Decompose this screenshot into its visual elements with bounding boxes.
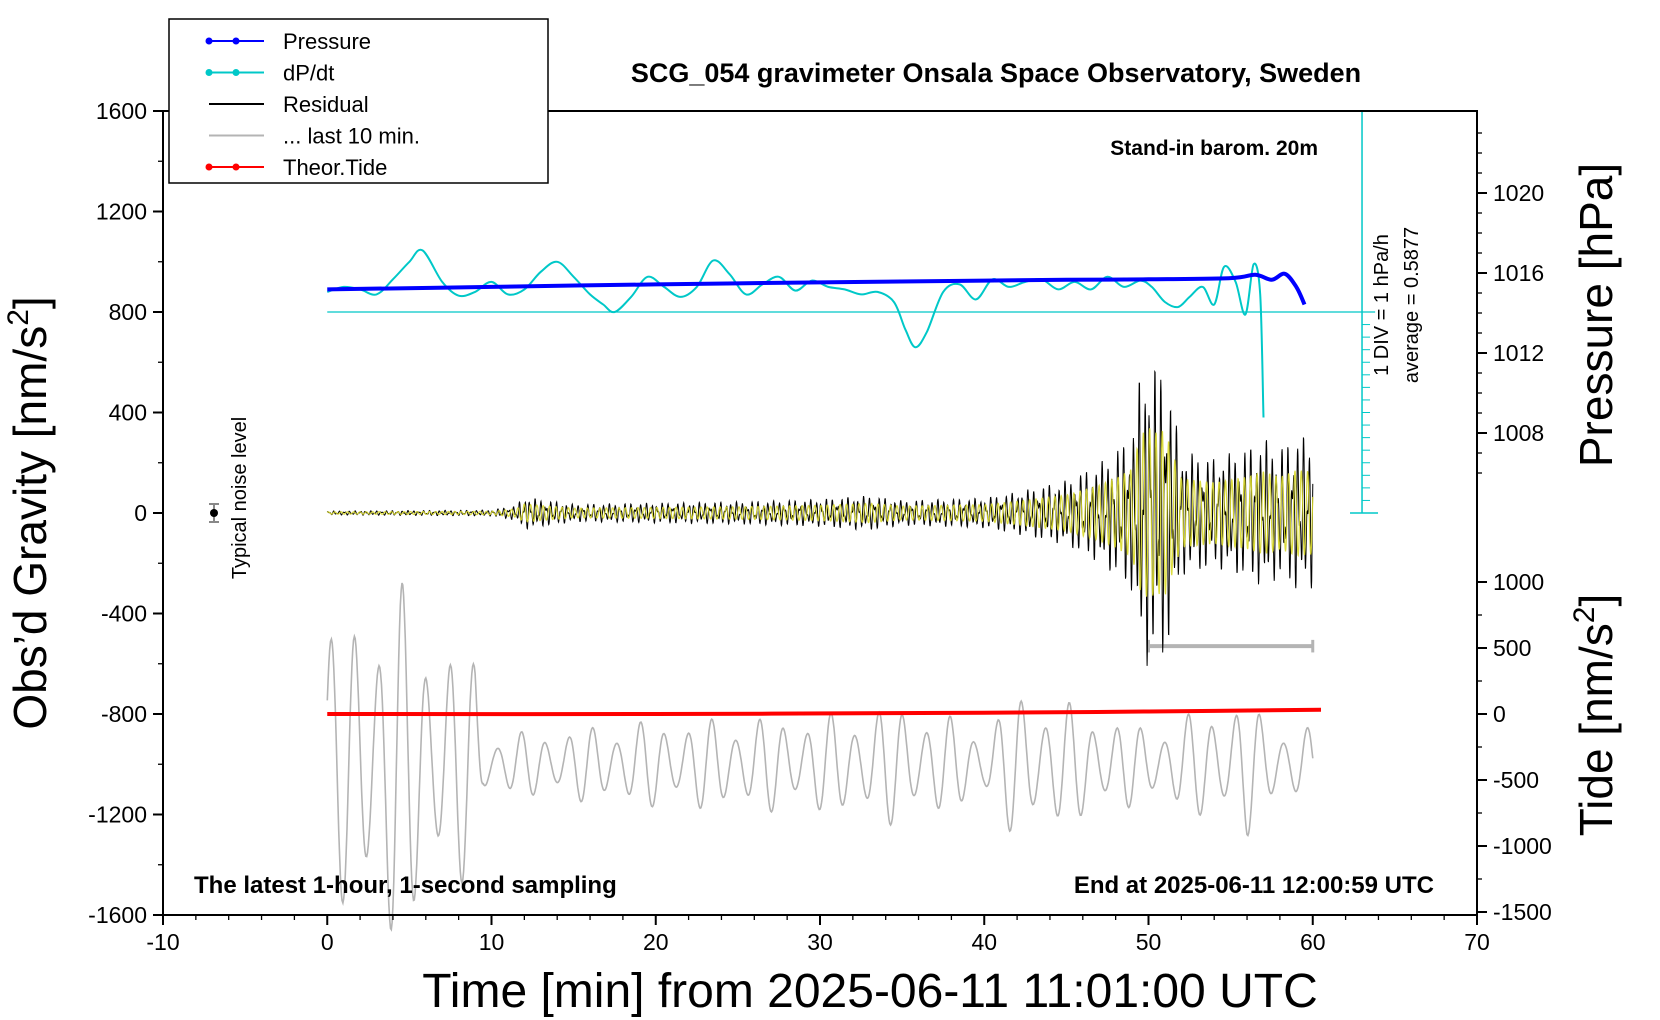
y-left-tick-label: -1600 — [88, 902, 147, 928]
legend-label: ... last 10 min. — [283, 124, 420, 149]
dpdt-scale-bar — [1350, 111, 1379, 514]
y-left-tick-label: -800 — [101, 701, 147, 727]
standin-barometer-note: Stand-in barom. 20m — [1110, 137, 1318, 160]
chart-title: SCG_054 gravimeter Onsala Space Observat… — [631, 58, 1361, 88]
x-tick-label: -10 — [146, 929, 179, 955]
legend-item: ... last 10 min. — [209, 124, 420, 149]
legend-label: Residual — [283, 92, 369, 117]
legend-label: Pressure — [283, 29, 371, 54]
series-theor-tide-line — [327, 707, 1322, 717]
legend-marker — [205, 69, 213, 76]
y-left-tick-label: 1600 — [96, 98, 147, 124]
series-dpdt-line — [326, 248, 1265, 418]
x-axis-label: Time [min] from 2025-06-11 11:01:00 UTC — [422, 965, 1317, 1018]
axis-layer: -10 0 10 20 30 40 50 60 70-1600-1200-800-4000400… — [88, 98, 1552, 955]
legend-label: Theor.Tide — [283, 155, 387, 180]
left-axis-label: Obs’d Gravity [nm/s2] — [2, 296, 56, 729]
last-10-min-range-bar — [1147, 639, 1315, 653]
latest-hour-note: The latest 1-hour, 1-second sampling — [194, 872, 617, 899]
tide-axis-label-text: Tide [nm/s — [1570, 623, 1622, 836]
y-left-tick-label: -400 — [101, 601, 147, 627]
legend: Pressure dP/dt Residual ... last 10 min. The… — [168, 18, 549, 184]
div-scale-label: 1 DIV = 1 hPa/h — [1371, 234, 1393, 376]
tide-tick-label: 0 — [1493, 701, 1506, 727]
legend-item: Residual — [209, 92, 369, 117]
series-layer — [326, 111, 1379, 932]
tide-tick-label: -500 — [1493, 767, 1539, 793]
y-left-tick-label: 800 — [109, 299, 147, 325]
legend-box — [168, 18, 549, 184]
legend-marker — [232, 37, 240, 45]
legend-label: dP/dt — [283, 61, 334, 86]
pressure-tick-label: 1020 — [1493, 180, 1544, 206]
pressure-tick-label: 1012 — [1493, 340, 1544, 366]
x-tick-label: 30 — [807, 929, 833, 955]
tide-tick-label: -1000 — [1493, 833, 1552, 859]
legend-item: Pressure — [205, 29, 371, 54]
legend-item: Theor.Tide — [205, 155, 387, 180]
series-last-10-min-line — [326, 582, 1314, 932]
tide-axis-label: Tide [nm/s2] — [1568, 594, 1622, 837]
y-left-tick-label: 400 — [109, 400, 147, 426]
tide-tick-label: -1500 — [1493, 899, 1552, 925]
legend-marker — [205, 37, 213, 45]
tide-tick-label: 500 — [1493, 635, 1531, 661]
left-axis-label-close: ] — [4, 296, 56, 309]
legend-items: Pressure dP/dt Residual ... last 10 min. The… — [205, 29, 420, 180]
average-label: average = 0.5877 — [1401, 227, 1423, 383]
x-tick-label: 50 — [1136, 929, 1162, 955]
pressure-axis-label: Pressure [hPa] — [1570, 163, 1622, 467]
tide-axis-label-sup: 2 — [1568, 607, 1601, 624]
x-tick-label: 40 — [971, 929, 997, 955]
legend-marker — [232, 163, 240, 171]
end-time-note: End at 2025-06-11 12:00:59 UTC — [1074, 872, 1434, 899]
left-axis-label-sup: 2 — [2, 309, 35, 326]
x-tick-label: 70 — [1464, 929, 1490, 955]
noise-level-marker — [209, 503, 219, 523]
y-left-tick-label: -1200 — [88, 802, 147, 828]
left-axis-label-text: Obs’d Gravity [nm/s — [4, 326, 56, 730]
legend-marker — [232, 69, 240, 76]
y-left-tick-label: 0 — [134, 500, 147, 526]
x-tick-label: 60 — [1300, 929, 1326, 955]
pressure-tick-label: 1016 — [1493, 260, 1544, 286]
y-left-tick-label: 1200 — [96, 199, 147, 225]
pressure-tick-label: 1008 — [1493, 420, 1544, 446]
series-pressure-line — [327, 271, 1307, 306]
legend-marker — [205, 163, 213, 171]
tide-tick-label: 1000 — [1493, 569, 1544, 595]
x-tick-label: 0 — [321, 929, 334, 955]
x-tick-label: 10 — [479, 929, 505, 955]
legend-item: dP/dt — [205, 61, 334, 86]
x-tick-label: 20 — [643, 929, 669, 955]
series-residual-filtered-line — [326, 428, 1314, 597]
tide-axis-label-close: ] — [1570, 594, 1622, 607]
noise-level-label: Typical noise level — [229, 417, 251, 579]
